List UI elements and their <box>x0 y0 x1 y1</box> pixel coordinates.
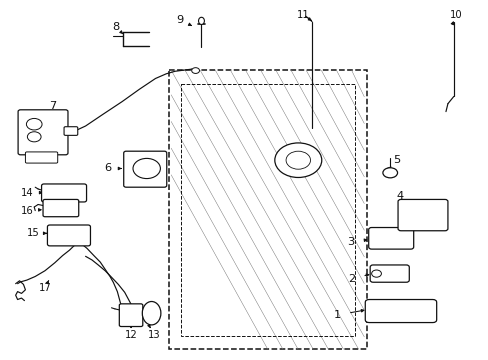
Text: 4: 4 <box>396 191 403 201</box>
Circle shape <box>133 158 160 179</box>
Ellipse shape <box>142 301 161 325</box>
Text: 8: 8 <box>112 22 119 32</box>
FancyBboxPatch shape <box>41 184 86 202</box>
Text: 10: 10 <box>449 10 462 20</box>
Text: 13: 13 <box>147 330 160 340</box>
FancyBboxPatch shape <box>369 265 408 282</box>
FancyBboxPatch shape <box>18 110 68 155</box>
Text: 6: 6 <box>104 163 111 174</box>
Circle shape <box>26 118 42 130</box>
Text: 2: 2 <box>348 274 355 284</box>
FancyBboxPatch shape <box>397 199 447 231</box>
Text: 7: 7 <box>49 101 56 111</box>
Bar <box>181 84 354 336</box>
Text: 11: 11 <box>296 10 309 20</box>
Text: 12: 12 <box>124 330 137 340</box>
Ellipse shape <box>198 17 204 24</box>
FancyBboxPatch shape <box>47 225 90 246</box>
FancyBboxPatch shape <box>368 228 413 249</box>
FancyBboxPatch shape <box>123 151 166 187</box>
Text: 1: 1 <box>333 310 340 320</box>
Text: 16: 16 <box>20 206 33 216</box>
Circle shape <box>274 143 321 177</box>
Text: 5: 5 <box>393 155 400 165</box>
Text: 9: 9 <box>176 15 183 25</box>
Text: 3: 3 <box>347 237 354 247</box>
FancyBboxPatch shape <box>365 300 436 323</box>
Circle shape <box>371 270 381 277</box>
FancyBboxPatch shape <box>119 304 142 327</box>
Circle shape <box>285 151 310 169</box>
Circle shape <box>191 68 199 73</box>
Bar <box>168 70 366 349</box>
Ellipse shape <box>382 168 397 178</box>
FancyBboxPatch shape <box>64 127 78 135</box>
Text: 15: 15 <box>27 228 40 238</box>
Text: 17: 17 <box>39 283 51 293</box>
Text: 14: 14 <box>20 188 33 198</box>
Circle shape <box>27 132 41 142</box>
FancyBboxPatch shape <box>43 199 79 217</box>
FancyBboxPatch shape <box>25 152 58 163</box>
